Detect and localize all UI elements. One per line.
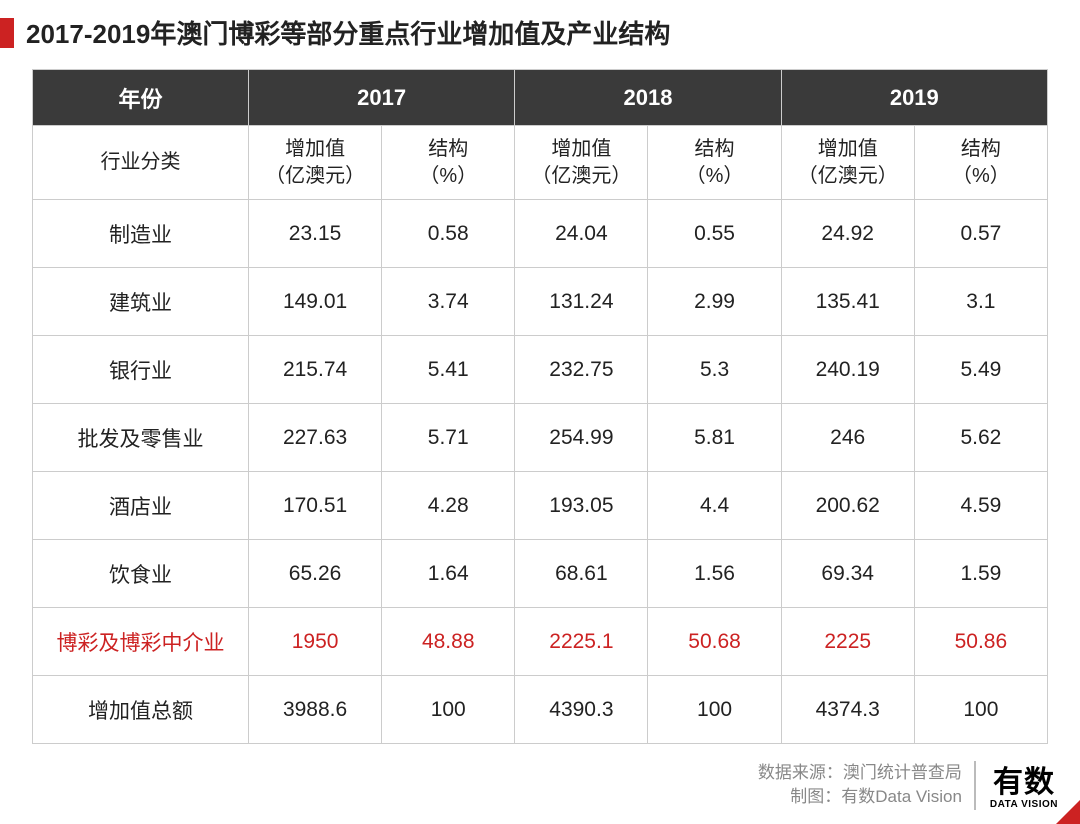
category-cell: 增加值总额	[33, 676, 249, 744]
sub-pct-2018: 结构（%）	[648, 126, 781, 200]
value-cell: 193.05	[515, 472, 648, 540]
category-cell: 饮食业	[33, 540, 249, 608]
value-cell: 240.19	[781, 336, 914, 404]
value-cell: 227.63	[249, 404, 382, 472]
value-cell: 4374.3	[781, 676, 914, 744]
value-cell: 24.92	[781, 200, 914, 268]
value-cell: 170.51	[249, 472, 382, 540]
value-cell: 1.56	[648, 540, 781, 608]
sub-pct-2017: 结构（%）	[382, 126, 515, 200]
category-cell: 银行业	[33, 336, 249, 404]
source-line: 数据来源：澳门统计普查局	[758, 761, 962, 786]
value-cell: 5.3	[648, 336, 781, 404]
category-cell: 博彩及博彩中介业	[33, 608, 249, 676]
value-cell: 50.68	[648, 608, 781, 676]
value-cell: 100	[382, 676, 515, 744]
table-row: 饮食业65.261.6468.611.5669.341.59	[33, 540, 1048, 608]
sub-header-row: 行业分类 增加值（亿澳元） 结构（%） 增加值（亿澳元） 结构（%） 增加值（亿…	[33, 126, 1048, 200]
category-cell: 制造业	[33, 200, 249, 268]
credit-label: 制图：	[790, 787, 841, 806]
value-cell: 232.75	[515, 336, 648, 404]
value-cell: 5.62	[914, 404, 1047, 472]
sub-pct-2019: 结构（%）	[914, 126, 1047, 200]
year-2018: 2018	[515, 70, 781, 126]
value-cell: 24.04	[515, 200, 648, 268]
table-row: 制造业23.150.5824.040.5524.920.57	[33, 200, 1048, 268]
value-cell: 48.88	[382, 608, 515, 676]
value-cell: 4390.3	[515, 676, 648, 744]
footer: 数据来源：澳门统计普查局 制图：有数Data Vision 有数 DATA VI…	[758, 761, 1058, 810]
value-cell: 50.86	[914, 608, 1047, 676]
value-cell: 5.81	[648, 404, 781, 472]
sub-value-2019: 增加值（亿澳元）	[781, 126, 914, 200]
value-cell: 100	[648, 676, 781, 744]
value-cell: 1.59	[914, 540, 1047, 608]
value-cell: 135.41	[781, 268, 914, 336]
logo: 有数 DATA VISION	[990, 768, 1058, 810]
year-2019: 2019	[781, 70, 1047, 126]
category-col-label: 行业分类	[33, 126, 249, 200]
credit-value: 有数Data Vision	[841, 787, 962, 806]
value-cell: 3988.6	[249, 676, 382, 744]
table-row: 批发及零售业227.635.71254.995.812465.62	[33, 404, 1048, 472]
value-cell: 100	[914, 676, 1047, 744]
value-cell: 215.74	[249, 336, 382, 404]
value-cell: 23.15	[249, 200, 382, 268]
value-cell: 2225.1	[515, 608, 648, 676]
value-cell: 2.99	[648, 268, 781, 336]
value-cell: 246	[781, 404, 914, 472]
source-label: 数据来源：	[758, 763, 843, 782]
value-cell: 3.74	[382, 268, 515, 336]
title-bar: 2017-2019年澳门博彩等部分重点行业增加值及产业结构	[0, 0, 1080, 61]
source-value: 澳门统计普查局	[843, 763, 962, 782]
value-cell: 4.4	[648, 472, 781, 540]
value-cell: 65.26	[249, 540, 382, 608]
value-cell: 2225	[781, 608, 914, 676]
value-cell: 5.49	[914, 336, 1047, 404]
year-col-label: 年份	[33, 70, 249, 126]
value-cell: 149.01	[249, 268, 382, 336]
table-row: 增加值总额3988.61004390.31004374.3100	[33, 676, 1048, 744]
accent-bar	[0, 18, 14, 48]
logo-en: DATA VISION	[990, 800, 1058, 810]
value-cell: 200.62	[781, 472, 914, 540]
category-cell: 批发及零售业	[33, 404, 249, 472]
table-row: 建筑业149.013.74131.242.99135.413.1	[33, 268, 1048, 336]
sub-value-2017: 增加值（亿澳元）	[249, 126, 382, 200]
year-2017: 2017	[249, 70, 515, 126]
sub-value-2018: 增加值（亿澳元）	[515, 126, 648, 200]
logo-cn: 有数	[993, 768, 1055, 798]
value-cell: 0.58	[382, 200, 515, 268]
value-cell: 0.57	[914, 200, 1047, 268]
value-cell: 69.34	[781, 540, 914, 608]
value-cell: 4.59	[914, 472, 1047, 540]
corner-accent	[1056, 800, 1080, 824]
value-cell: 68.61	[515, 540, 648, 608]
value-cell: 0.55	[648, 200, 781, 268]
value-cell: 5.71	[382, 404, 515, 472]
value-cell: 5.41	[382, 336, 515, 404]
page-title: 2017-2019年澳门博彩等部分重点行业增加值及产业结构	[26, 14, 670, 51]
category-cell: 酒店业	[33, 472, 249, 540]
data-table: 年份 2017 2018 2019 行业分类 增加值（亿澳元） 结构（%） 增加…	[32, 69, 1048, 744]
category-cell: 建筑业	[33, 268, 249, 336]
table-row: 博彩及博彩中介业195048.882225.150.68222550.86	[33, 608, 1048, 676]
value-cell: 3.1	[914, 268, 1047, 336]
table-row: 酒店业170.514.28193.054.4200.624.59	[33, 472, 1048, 540]
value-cell: 1950	[249, 608, 382, 676]
table-row: 银行业215.745.41232.755.3240.195.49	[33, 336, 1048, 404]
credit-line: 制图：有数Data Vision	[758, 785, 962, 810]
value-cell: 131.24	[515, 268, 648, 336]
value-cell: 254.99	[515, 404, 648, 472]
value-cell: 1.64	[382, 540, 515, 608]
value-cell: 4.28	[382, 472, 515, 540]
year-header-row: 年份 2017 2018 2019	[33, 70, 1048, 126]
footer-text: 数据来源：澳门统计普查局 制图：有数Data Vision	[758, 761, 976, 810]
